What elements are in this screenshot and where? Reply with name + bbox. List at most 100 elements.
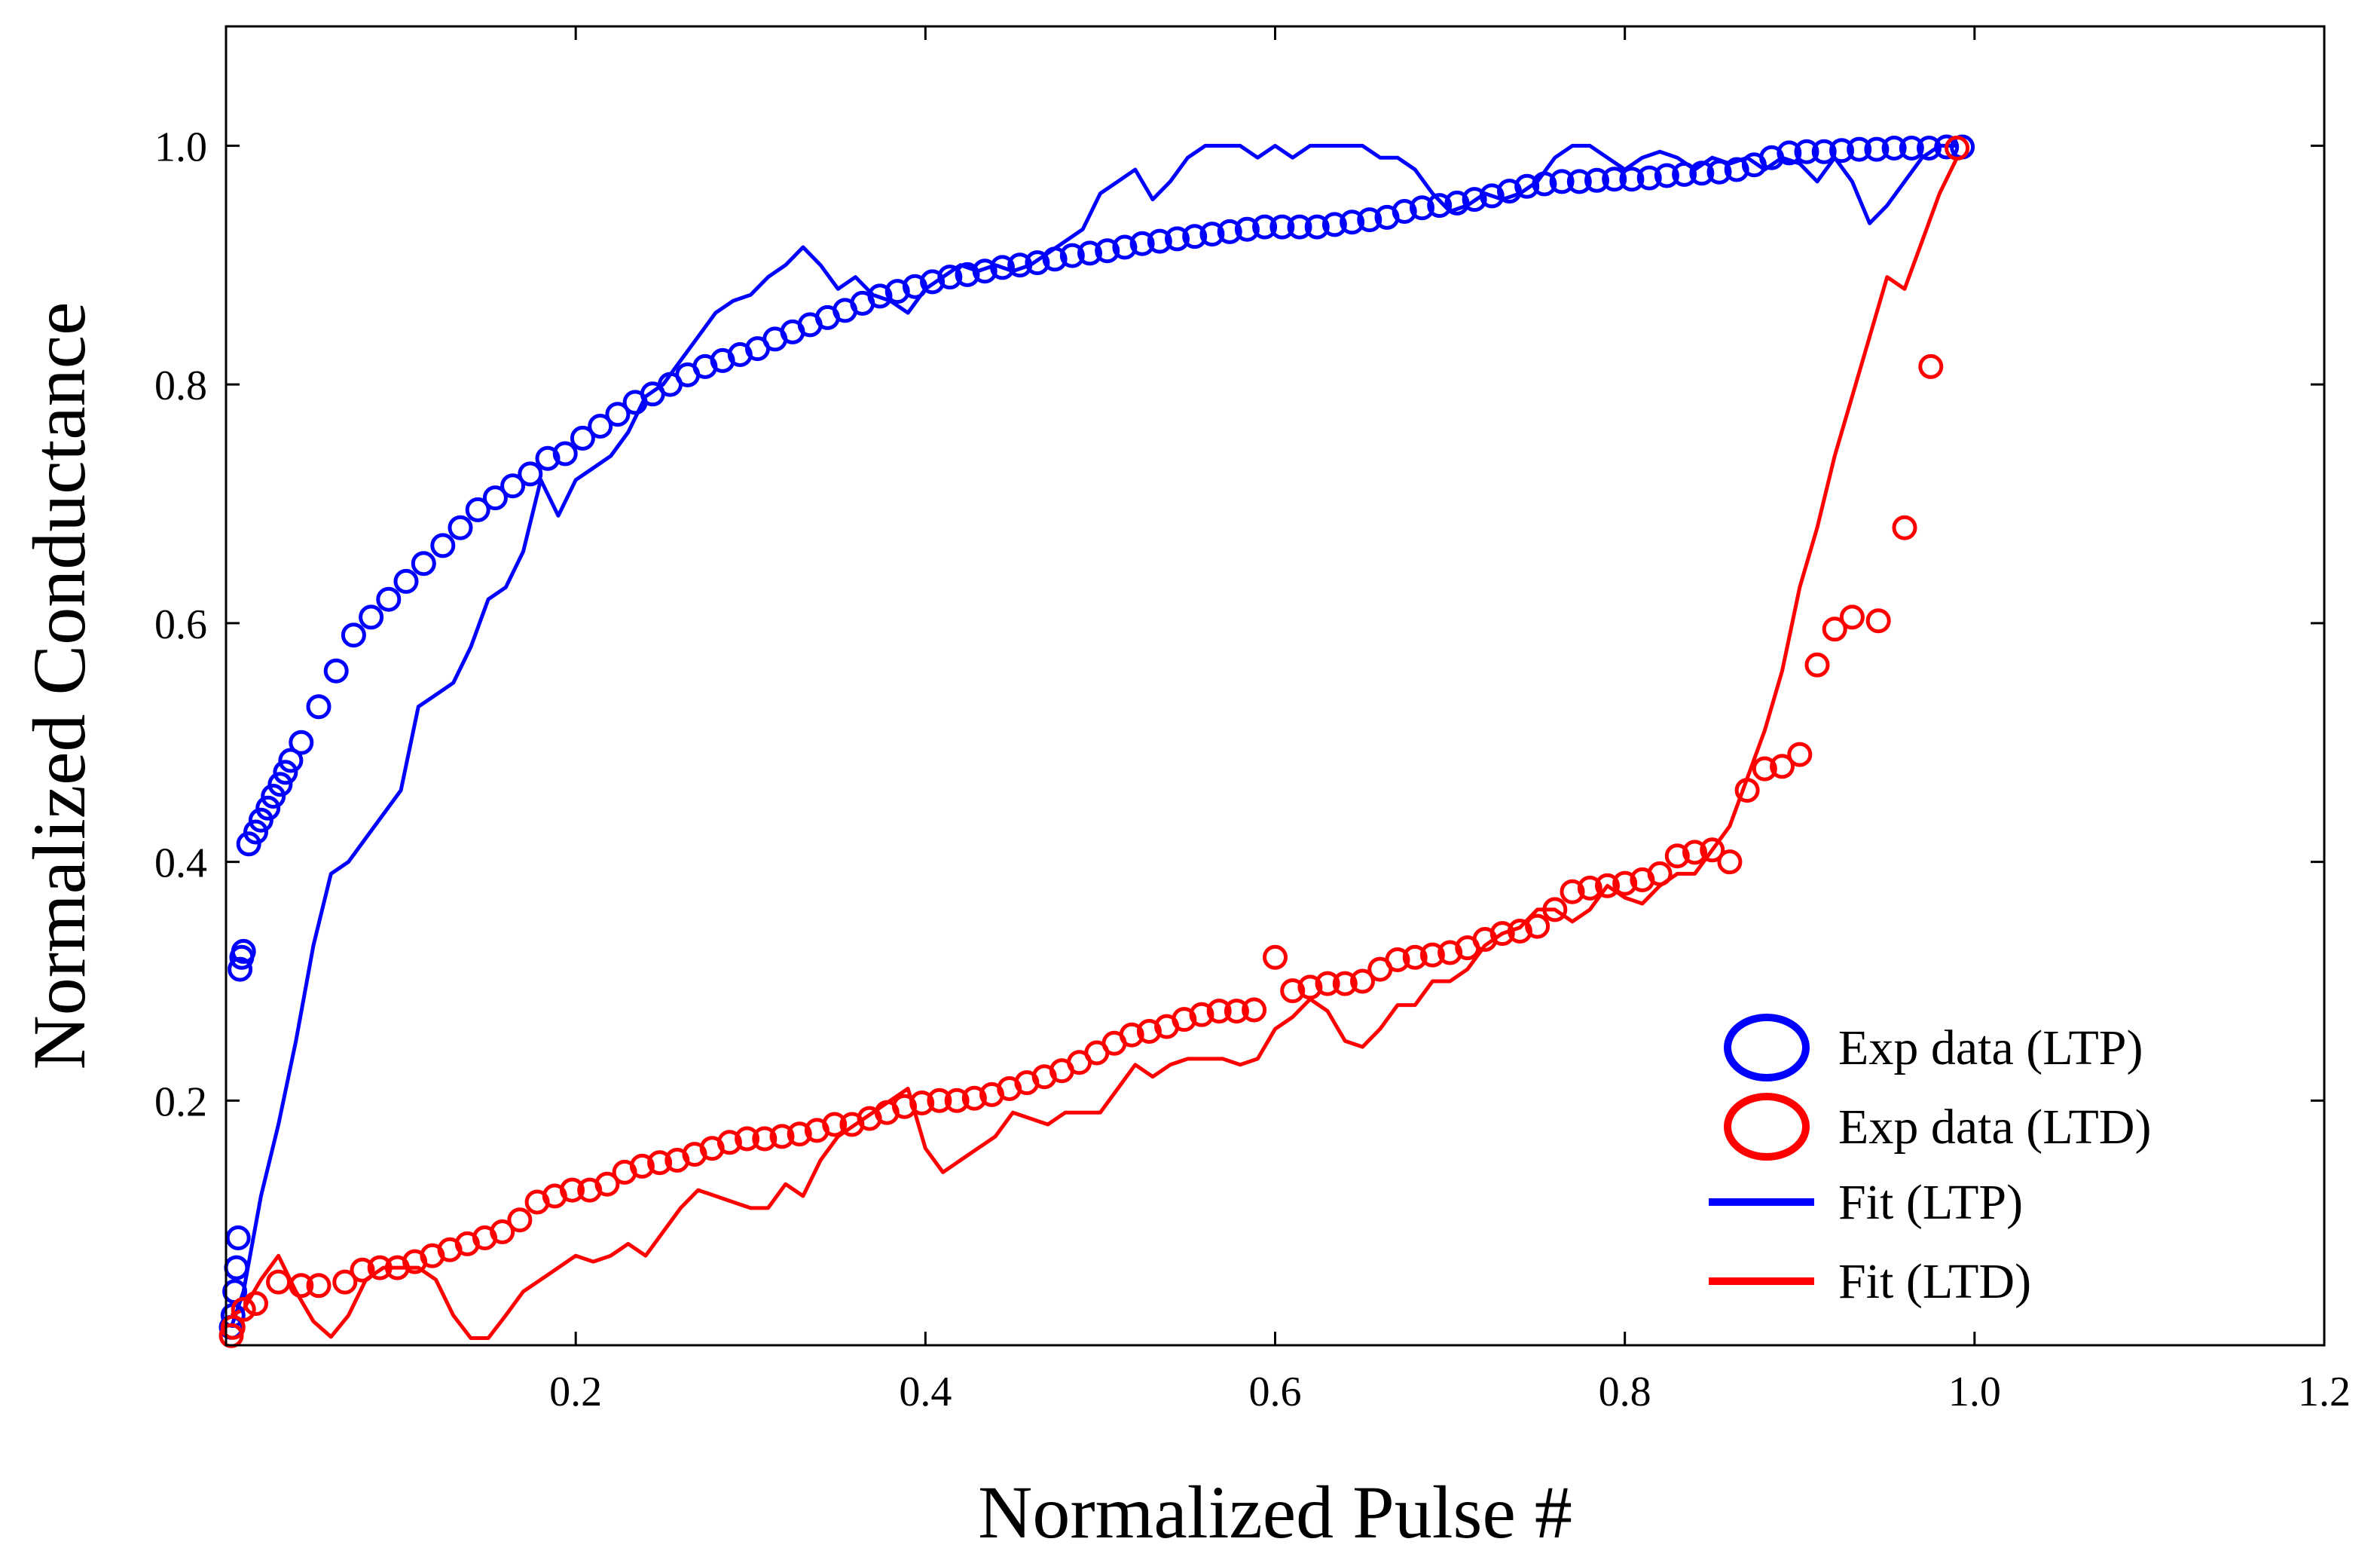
data-point	[1095, 238, 1120, 264]
data-point	[323, 658, 349, 684]
data-point	[243, 1291, 268, 1317]
data-point	[1525, 913, 1551, 939]
legend: Exp data (LTP) Exp data (LTD) Fit (LTP) Fit…	[1709, 1014, 2151, 1309]
data-point	[787, 1121, 812, 1147]
y-axis-title: Normalized Conductance	[17, 301, 101, 1069]
data-point	[647, 1150, 673, 1176]
data-point	[1042, 246, 1068, 272]
data-point	[1136, 1019, 1162, 1044]
data-point	[1077, 240, 1102, 266]
data-point	[518, 461, 543, 487]
data-point	[350, 1257, 375, 1283]
data-point	[1847, 136, 1872, 162]
data-point	[1724, 157, 1749, 182]
data-point	[1059, 243, 1085, 268]
data-point	[332, 1269, 358, 1295]
data-point	[1619, 167, 1645, 192]
data-point	[1497, 179, 1522, 204]
data-point	[1462, 187, 1487, 213]
data-point	[1321, 212, 1347, 237]
data-point	[1234, 216, 1260, 242]
data-point	[465, 497, 490, 522]
data-point	[961, 1085, 987, 1111]
data-point	[1489, 921, 1515, 947]
data-point	[482, 485, 508, 511]
series-line-fit-ltd	[230, 157, 1959, 1340]
data-point	[1706, 159, 1732, 185]
data-point	[490, 1219, 515, 1244]
data-point	[902, 274, 927, 299]
data-point	[1584, 167, 1609, 193]
data-point	[570, 425, 595, 451]
data-point	[1804, 652, 1830, 678]
data-point	[944, 1088, 970, 1113]
data-point	[769, 1124, 795, 1149]
data-point	[231, 938, 256, 964]
data-point	[594, 1171, 620, 1197]
data-point	[359, 604, 384, 630]
data-point	[1811, 139, 1837, 164]
data-point	[1444, 190, 1470, 216]
data-point	[990, 255, 1015, 280]
data-point	[1899, 136, 1924, 161]
data-point	[605, 402, 631, 427]
data-point	[224, 1255, 249, 1280]
data-point	[1918, 353, 1944, 379]
data-point	[1560, 879, 1585, 904]
data-point	[1612, 870, 1638, 896]
data-point	[1734, 778, 1760, 803]
data-point	[1280, 978, 1306, 1004]
data-point	[1402, 944, 1428, 970]
data-point	[1881, 136, 1907, 161]
data-point	[892, 1094, 917, 1119]
data-point	[1217, 219, 1242, 244]
data-point	[1777, 140, 1802, 166]
data-point	[1566, 169, 1592, 194]
data-point	[1689, 161, 1715, 186]
data-point	[507, 1207, 533, 1233]
data-point	[376, 586, 402, 612]
data-point	[1759, 145, 1785, 170]
data-point	[535, 445, 561, 471]
data-point	[920, 269, 946, 295]
data-point	[560, 1177, 585, 1203]
data-point	[243, 819, 268, 845]
data-point	[1865, 608, 1891, 634]
data-point	[411, 551, 436, 577]
data-point	[716, 1130, 742, 1155]
data-point	[1839, 604, 1865, 630]
x-tick-label: 0.6	[1249, 1369, 1302, 1415]
data-point	[1595, 873, 1620, 898]
data-point	[261, 784, 286, 809]
data-point	[1172, 1007, 1197, 1032]
data-point	[1542, 897, 1568, 922]
data-point	[1224, 999, 1249, 1024]
data-point	[1532, 171, 1557, 197]
data-point	[1165, 226, 1190, 252]
data-point	[1934, 134, 1960, 160]
y-tick-label: 1.0	[154, 124, 207, 170]
data-point	[1549, 169, 1575, 194]
data-point	[341, 623, 366, 648]
data-point	[1297, 974, 1323, 1000]
data-point	[1340, 210, 1365, 235]
data-point	[306, 694, 331, 720]
data-point	[1147, 228, 1172, 254]
data-point	[1636, 165, 1662, 191]
data-point	[1752, 756, 1777, 782]
legend-label-fit-ltd: Fit (LTD)	[1838, 1254, 2031, 1309]
series-line-fit-ltp	[229, 143, 1957, 1329]
data-point	[1119, 1022, 1144, 1048]
data-point	[909, 1091, 935, 1115]
data-point	[1437, 940, 1463, 965]
y-tick-label: 0.2	[154, 1078, 207, 1125]
data-point	[1864, 136, 1890, 162]
legend-marker-exp-data-ltd	[1724, 1093, 1810, 1161]
x-tick-label: 1.0	[1948, 1369, 2001, 1415]
data-point	[1514, 173, 1540, 199]
legend-label-exp-data-ltp: Exp data (LTP)	[1838, 1020, 2143, 1075]
x-tick-label: 0.2	[549, 1369, 602, 1415]
y-tick-label: 0.8	[154, 363, 207, 409]
data-point	[1829, 138, 1854, 164]
